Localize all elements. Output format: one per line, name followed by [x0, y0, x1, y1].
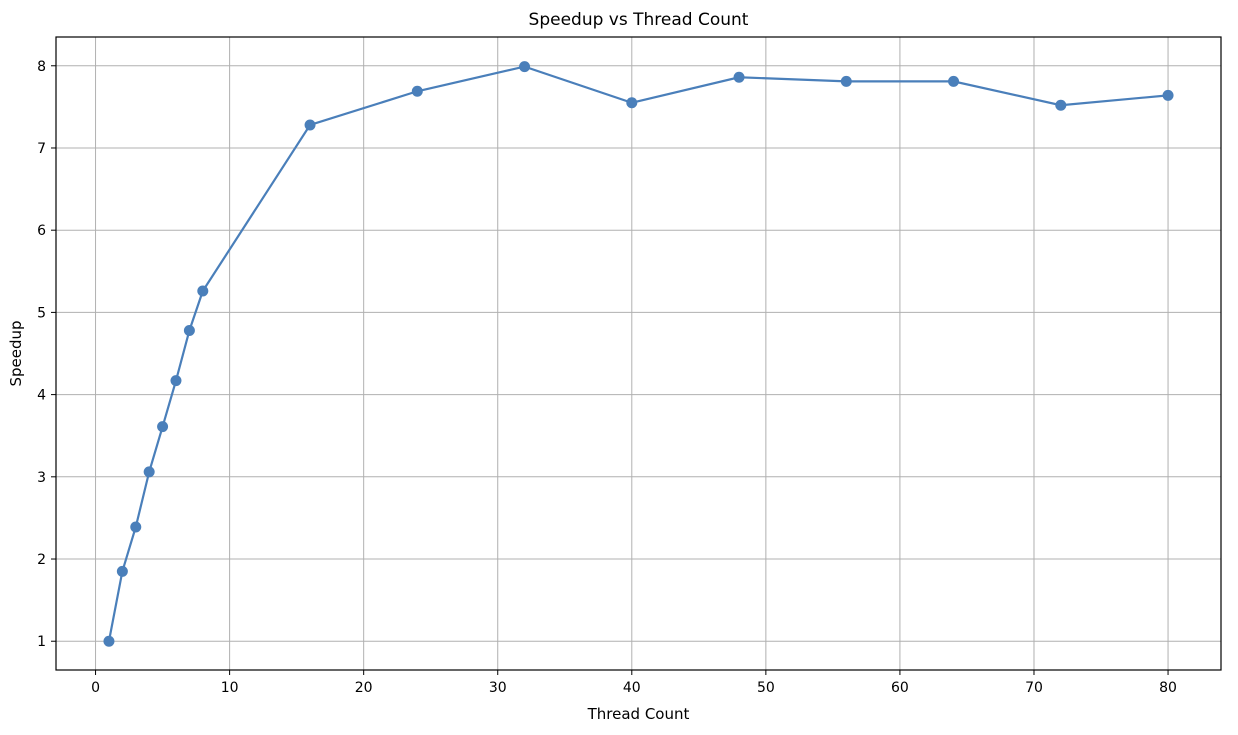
y-tick-label: 2 — [37, 552, 46, 568]
x-tick-label: 50 — [757, 680, 775, 696]
y-tick-label: 6 — [37, 223, 46, 239]
plot-frame — [55, 36, 1222, 671]
series-line — [107, 65, 1169, 642]
data-point — [626, 97, 638, 109]
data-point — [411, 85, 423, 97]
x-tick-label: 10 — [221, 680, 239, 696]
data-point — [130, 521, 142, 533]
data-point — [733, 71, 745, 83]
data-point — [304, 119, 316, 131]
x-tick-label: 70 — [1025, 680, 1043, 696]
x-tick-label: 60 — [891, 680, 909, 696]
data-point — [157, 421, 169, 433]
grid — [56, 37, 1221, 670]
x-tick-label: 30 — [489, 680, 507, 696]
data-point — [1162, 89, 1174, 101]
y-tick-label: 3 — [37, 470, 46, 486]
data-point — [170, 375, 182, 387]
x-tick-label: 40 — [623, 680, 641, 696]
x-tick-label: 80 — [1159, 680, 1177, 696]
data-point — [197, 285, 209, 297]
y-tick-label: 4 — [37, 388, 46, 404]
data-point — [183, 324, 195, 336]
data-point — [840, 75, 852, 87]
y-tick-label: 7 — [37, 141, 46, 157]
y-axis-label: Speedup — [7, 320, 25, 386]
series-layer — [103, 61, 1174, 647]
data-point — [519, 61, 531, 73]
data-point — [116, 565, 128, 577]
ticks: 0 10 20 30 40 50 60 70 80 1 2 3 4 5 6 7 8 — [37, 59, 1177, 696]
chart-title: Speedup vs Thread Count — [529, 10, 749, 30]
y-tick-label: 8 — [37, 59, 46, 75]
x-axis-label: Thread Count — [587, 705, 690, 723]
data-point — [103, 635, 115, 647]
data-point — [1055, 99, 1067, 111]
x-tick-label: 0 — [91, 680, 100, 696]
data-point — [948, 75, 960, 87]
x-tick-label: 20 — [355, 680, 373, 696]
y-tick-label: 5 — [37, 305, 46, 321]
y-tick-label: 1 — [37, 634, 46, 650]
data-point — [143, 466, 155, 478]
